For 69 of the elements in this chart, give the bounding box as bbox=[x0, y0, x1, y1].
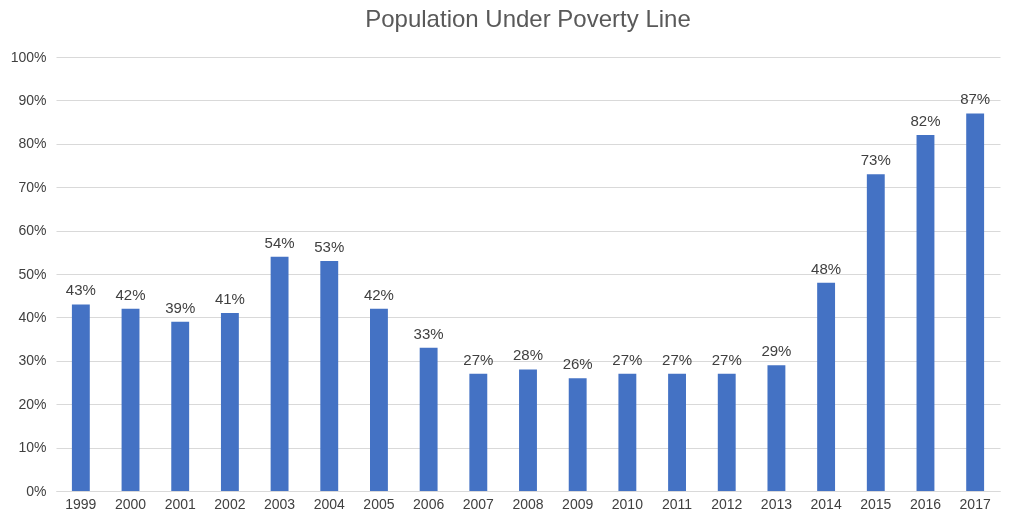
chart-title: Population Under Poverty Line bbox=[365, 5, 691, 32]
x-tick-label: 1999 bbox=[65, 495, 97, 512]
data-label: 27% bbox=[711, 350, 742, 368]
data-label: 87% bbox=[960, 90, 991, 108]
y-tick-label: 20% bbox=[18, 395, 47, 412]
data-label: 29% bbox=[761, 342, 792, 360]
bar bbox=[171, 321, 190, 491]
y-tick-label: 80% bbox=[18, 135, 47, 152]
bar bbox=[966, 113, 985, 491]
x-tick-label: 2017 bbox=[959, 495, 991, 512]
x-tick-label: 2005 bbox=[363, 495, 395, 512]
data-label: 43% bbox=[65, 281, 96, 299]
bar bbox=[866, 174, 885, 491]
data-label: 27% bbox=[662, 350, 693, 368]
x-tick-label: 2000 bbox=[114, 495, 147, 512]
x-tick-label: 2011 bbox=[662, 495, 693, 512]
data-label: 39% bbox=[165, 298, 196, 316]
y-tick-label: 90% bbox=[18, 91, 47, 108]
x-tick-label: 2007 bbox=[462, 495, 495, 512]
bar bbox=[121, 308, 140, 491]
data-label: 27% bbox=[612, 350, 643, 368]
bar bbox=[668, 373, 686, 491]
bar bbox=[71, 304, 90, 491]
y-tick-label: 70% bbox=[18, 178, 47, 195]
x-tick-label: 2013 bbox=[760, 495, 793, 512]
bar bbox=[916, 135, 935, 491]
data-label: 33% bbox=[413, 324, 444, 342]
data-label: 54% bbox=[264, 233, 295, 251]
x-tick-label: 2006 bbox=[413, 495, 445, 512]
x-tick-label: 2008 bbox=[512, 495, 544, 512]
data-label: 42% bbox=[363, 285, 394, 303]
x-tick-label: 2012 bbox=[711, 495, 743, 512]
bar bbox=[767, 365, 786, 491]
bar bbox=[469, 373, 488, 491]
x-tick-label: 2010 bbox=[611, 495, 644, 512]
data-label: 53% bbox=[314, 237, 345, 255]
x-tick-label: 2002 bbox=[214, 495, 246, 512]
x-tick-label: 2015 bbox=[860, 495, 892, 512]
data-label: 82% bbox=[910, 112, 941, 130]
bar bbox=[817, 282, 836, 491]
x-tick-label: 2004 bbox=[313, 495, 346, 512]
bar bbox=[370, 308, 388, 491]
data-label: 41% bbox=[214, 290, 245, 308]
bar bbox=[568, 378, 587, 491]
bar bbox=[220, 313, 239, 491]
y-tick-label: 100% bbox=[10, 48, 47, 65]
data-label: 73% bbox=[860, 151, 891, 169]
bar bbox=[270, 256, 289, 491]
data-label: 42% bbox=[115, 285, 146, 303]
y-tick-label: 40% bbox=[18, 308, 47, 325]
x-tick-label: 2009 bbox=[562, 495, 594, 512]
bar bbox=[618, 373, 637, 491]
y-tick-label: 30% bbox=[18, 352, 47, 369]
data-label: 27% bbox=[463, 350, 494, 368]
bar bbox=[519, 369, 537, 491]
x-tick-label: 2014 bbox=[810, 495, 842, 512]
data-label: 26% bbox=[562, 355, 593, 373]
x-tick-label: 2003 bbox=[264, 495, 296, 512]
y-tick-label: 10% bbox=[18, 439, 47, 456]
y-tick-label: 60% bbox=[18, 222, 47, 239]
y-tick-label: 0% bbox=[26, 482, 47, 499]
data-label: 28% bbox=[512, 346, 544, 364]
bar bbox=[717, 373, 736, 491]
bar bbox=[419, 347, 438, 491]
x-tick-label: 2001 bbox=[164, 495, 196, 512]
x-tick-label: 2016 bbox=[909, 495, 942, 512]
data-label: 48% bbox=[811, 259, 842, 277]
y-tick-label: 50% bbox=[18, 265, 47, 282]
bar bbox=[320, 260, 339, 491]
